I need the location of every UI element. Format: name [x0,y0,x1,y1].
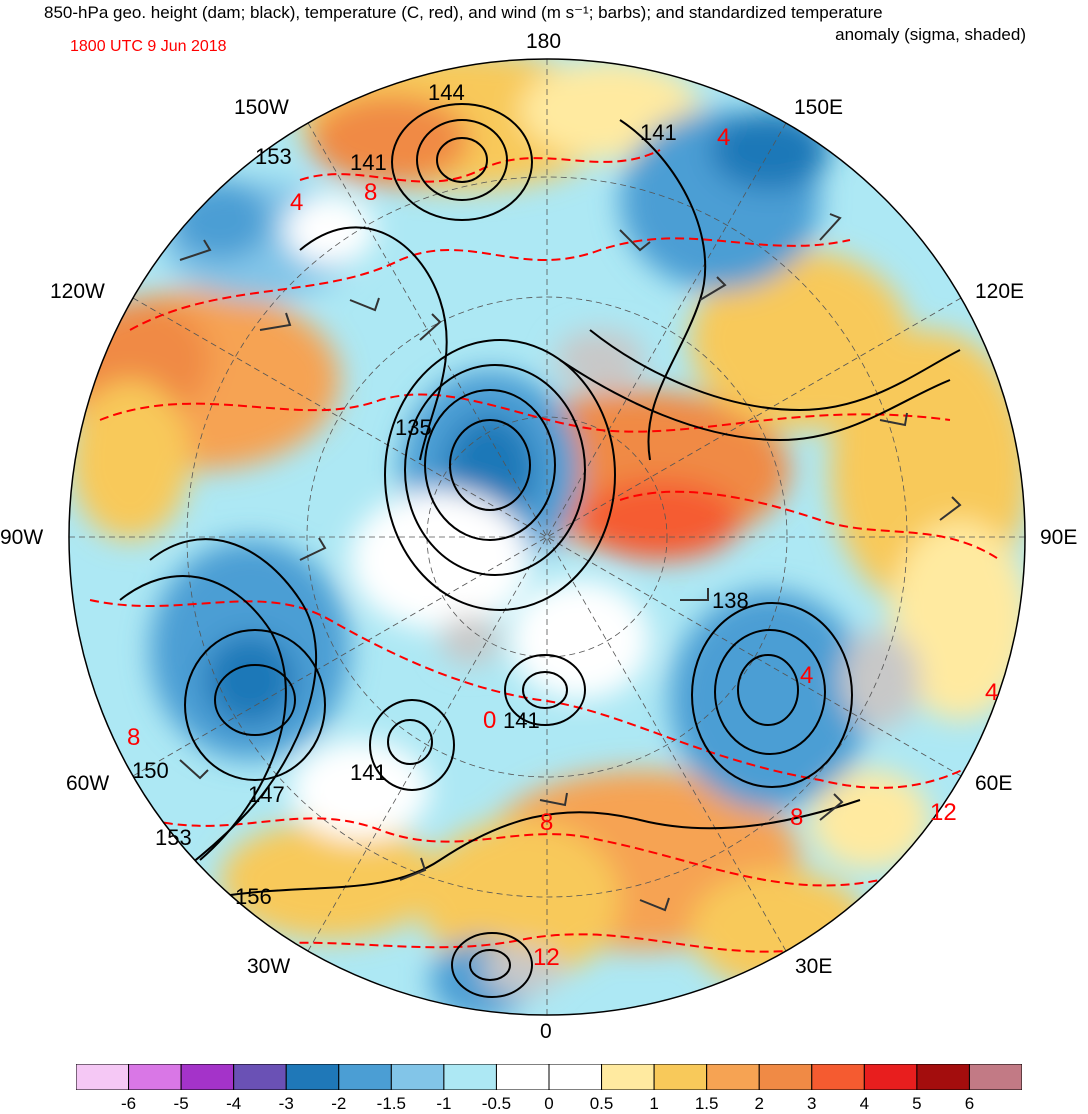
temp-label: 0 [483,707,496,734]
temp-label: 8 [790,804,803,831]
colorbar-swatch [285,1064,340,1090]
colorbar-tick-label: 1 [649,1094,659,1113]
longitude-label-60e: 60E [975,772,1013,795]
height-label: 141 [350,150,387,175]
colorbar-tick-label: 3 [807,1094,817,1113]
longitude-label-90e: 90E [1040,526,1078,549]
colorbar-swatch [968,1064,1022,1090]
colorbar-tick-label: 1.5 [694,1094,719,1113]
longitude-label-120e: 120E [975,280,1025,303]
colorbar-swatch [706,1064,760,1090]
colorbar-tick-label: 5 [912,1094,922,1113]
height-label: 141 [350,760,387,785]
height-label: 141 [503,708,540,733]
temp-label: 12 [533,944,560,971]
map-title-line1: 850-hPa geo. height (dam; black), temper… [44,3,883,22]
colorbar-swatch [390,1064,445,1090]
height-label: 135 [395,415,432,440]
height-label: 141 [640,120,677,145]
longitude-label-120w: 120W [50,280,105,303]
longitude-label-0: 0 [540,1020,552,1043]
longitude-label-180: 180 [526,30,562,53]
temperature-labels: 4 8 4 4 8 0 8 8 12 12 4 [127,124,998,971]
colorbar-swatch [180,1064,235,1090]
longitude-label-150e: 150E [794,96,844,119]
colorbar-swatch [76,1064,130,1090]
anomaly-colorbar [76,1064,1022,1090]
colorbar-tick-label: 0.5 [589,1094,614,1113]
height-label: 138 [712,588,749,613]
longitude-label-30w: 30W [247,955,291,978]
graticule [69,59,1025,1015]
colorbar-tick-label: 2 [754,1094,764,1113]
colorbar-swatch [758,1064,813,1090]
height-label: 153 [255,144,292,169]
height-contours [119,103,961,998]
colorbar-tick-label: -0.5 [481,1094,512,1113]
colorbar-tick-label: -6 [120,1094,137,1113]
temp-label: 4 [985,679,998,706]
colorbar-swatch [811,1064,865,1090]
colorbar-tick-label: -1.5 [376,1094,406,1113]
colorbar-tick-label: -5 [173,1094,189,1113]
colorbar-swatch [916,1064,970,1090]
temp-label: 4 [717,124,730,151]
colorbar-tick-label: -2 [331,1094,347,1113]
colorbar-tick-label: -1 [436,1094,452,1113]
contour-labels: 144 141 153 141 135 138 141 141 150 147 … [132,80,749,909]
height-label: 150 [132,758,169,783]
colorbar-swatch [601,1064,655,1090]
longitude-label-60w: 60W [66,772,110,795]
longitude-label-150w: 150W [234,96,289,119]
temp-label: 4 [800,662,813,689]
wind-barbs [179,213,962,912]
colorbar-swatch [548,1064,603,1090]
height-label: 147 [248,782,285,807]
colorbar-swatch [653,1064,708,1090]
temperature-contours [89,149,1011,953]
temp-label: 12 [930,799,957,826]
colorbar-tick-label: 0 [544,1094,554,1113]
temp-label: 4 [290,189,303,216]
colorbar-swatch [443,1064,497,1090]
longitude-label-30e: 30E [795,955,833,978]
valid-time-label: 1800 UTC 9 Jun 2018 [70,38,227,55]
map-title-line2: anomaly (sigma, shaded) [835,25,1026,44]
temp-label: 8 [540,809,553,836]
colorbar-tick-label: -3 [278,1094,294,1113]
height-label: 153 [155,825,192,850]
anomaly-shading [69,59,1025,1015]
colorbar-swatch [863,1064,918,1090]
polar-stereographic-map: 144 141 153 141 135 138 141 141 150 147 … [68,58,1026,1016]
colorbar-tick-label: 6 [964,1094,975,1113]
map-boundary [68,58,1026,1016]
colorbar-swatch [495,1064,550,1090]
temp-label: 8 [127,724,140,751]
height-label: 156 [235,884,272,909]
temp-label: 8 [364,179,377,206]
colorbar-swatch [233,1064,287,1090]
colorbar-tick-label: 4 [859,1094,870,1113]
colorbar-tick-label: -4 [226,1094,242,1113]
longitude-label-90w: 90W [0,526,44,549]
colorbar-swatch [338,1064,392,1090]
height-label: 144 [428,80,465,105]
colorbar-swatch [128,1064,182,1090]
